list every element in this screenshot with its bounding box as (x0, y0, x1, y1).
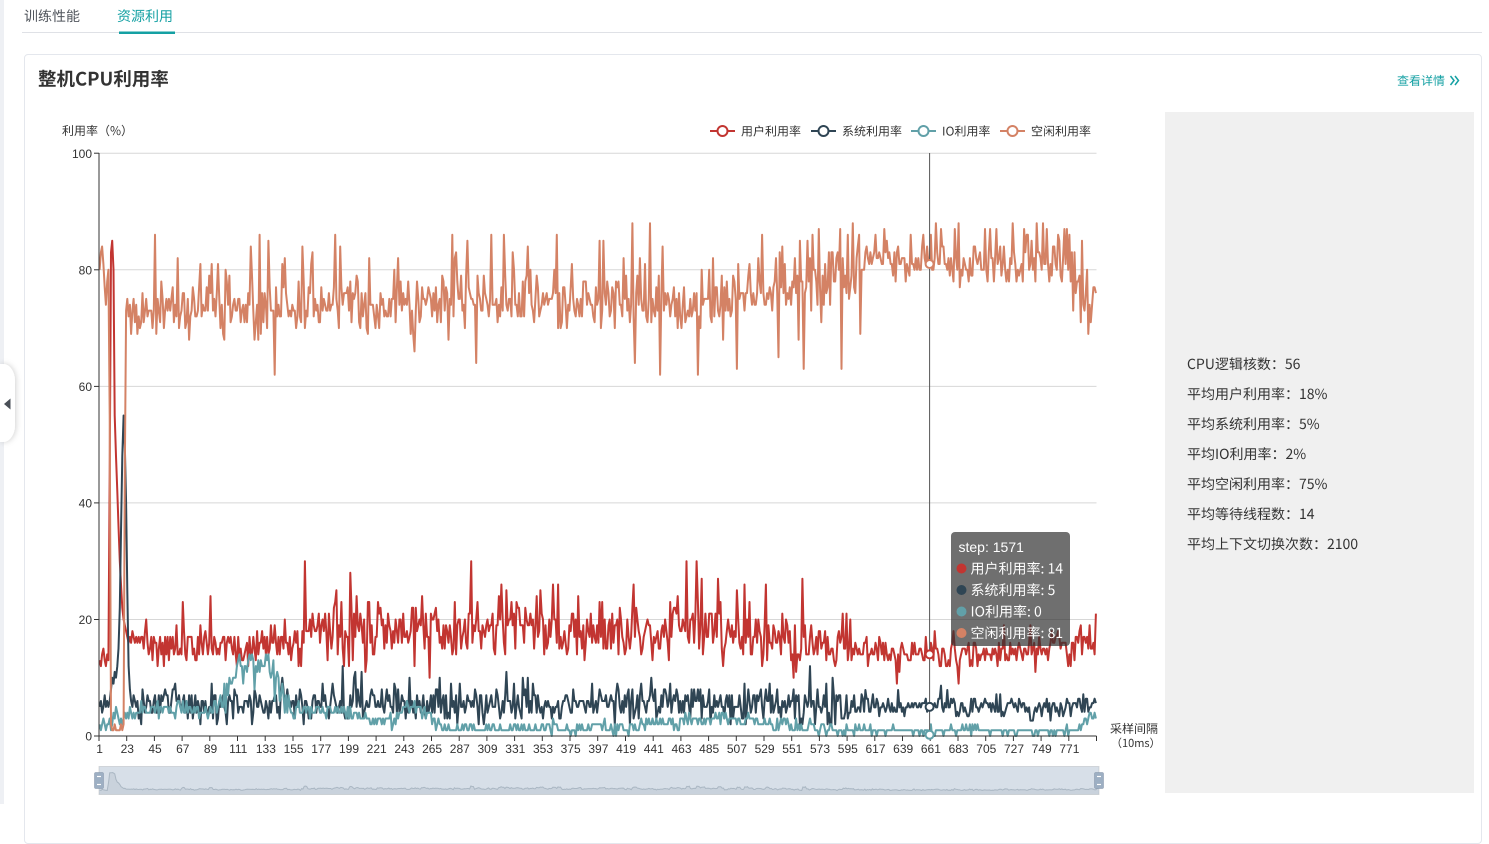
svg-text:221: 221 (367, 742, 387, 756)
svg-text:0: 0 (85, 730, 92, 744)
svg-text:1: 1 (96, 742, 103, 756)
svg-text:375: 375 (561, 742, 581, 756)
svg-text:705: 705 (976, 742, 996, 756)
svg-text:155: 155 (284, 742, 304, 756)
svg-text:133: 133 (256, 742, 276, 756)
svg-text:265: 265 (422, 742, 442, 756)
svg-text:397: 397 (588, 742, 608, 756)
svg-text:60: 60 (79, 380, 93, 394)
svg-text:111: 111 (229, 742, 248, 756)
svg-text:353: 353 (533, 742, 553, 756)
svg-text:551: 551 (782, 742, 802, 756)
svg-text:485: 485 (699, 742, 719, 756)
svg-text:419: 419 (616, 742, 636, 756)
svg-text:80: 80 (79, 263, 93, 277)
svg-text:67: 67 (176, 742, 190, 756)
svg-text:89: 89 (204, 742, 218, 756)
svg-text:749: 749 (1032, 742, 1052, 756)
svg-text:617: 617 (865, 742, 885, 756)
svg-text:23: 23 (121, 742, 135, 756)
svg-text:177: 177 (311, 742, 331, 756)
svg-text:40: 40 (79, 496, 93, 510)
svg-text:727: 727 (1004, 742, 1024, 756)
svg-text:441: 441 (644, 742, 664, 756)
svg-text:529: 529 (755, 742, 775, 756)
svg-text:771: 771 (1059, 742, 1079, 756)
svg-text:639: 639 (893, 742, 913, 756)
svg-text:199: 199 (339, 742, 359, 756)
svg-text:20: 20 (79, 613, 93, 627)
svg-text:661: 661 (921, 742, 941, 756)
svg-text:309: 309 (477, 742, 497, 756)
svg-text:45: 45 (148, 742, 162, 756)
svg-text:100: 100 (72, 147, 92, 161)
svg-text:683: 683 (949, 742, 969, 756)
svg-text:step: 1571: step: 1571 (959, 539, 1025, 555)
svg-text:243: 243 (394, 742, 414, 756)
svg-text:573: 573 (810, 742, 830, 756)
svg-text:595: 595 (838, 742, 858, 756)
svg-text:331: 331 (505, 742, 525, 756)
svg-text:287: 287 (450, 742, 470, 756)
svg-text:507: 507 (727, 742, 747, 756)
svg-text:463: 463 (671, 742, 691, 756)
